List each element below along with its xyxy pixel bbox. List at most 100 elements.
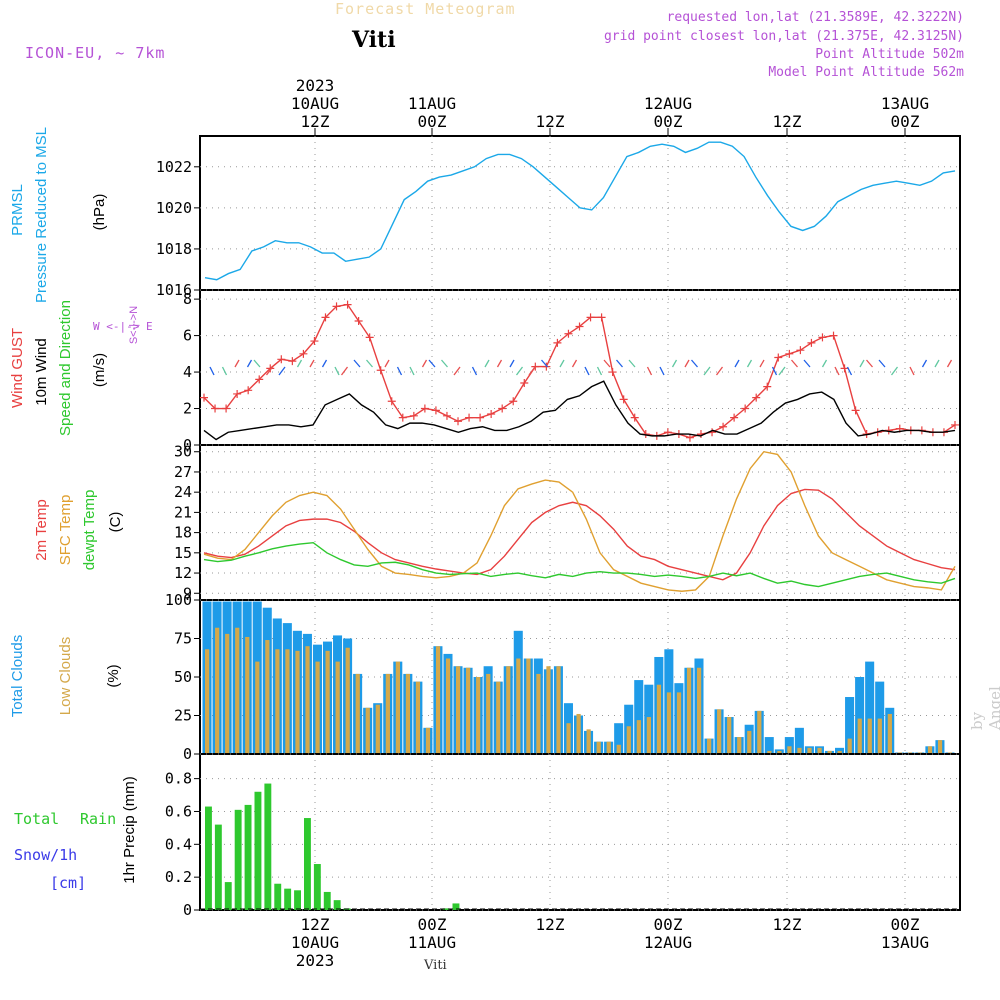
y-tick-label: 21 xyxy=(174,503,192,521)
gust-marker xyxy=(465,413,474,422)
top-day-label: 11AUG xyxy=(408,94,456,113)
gust-marker xyxy=(951,420,959,429)
y-tick-label: 1022 xyxy=(156,158,192,176)
rain-bar xyxy=(224,882,232,910)
wind-series xyxy=(203,380,956,441)
low-cloud-bar xyxy=(425,727,431,753)
wind-direction-arrow xyxy=(453,366,461,376)
y-tick-label: 1020 xyxy=(156,199,192,217)
gust-marker xyxy=(354,317,363,325)
gust-marker xyxy=(774,353,783,362)
low-cloud-bar xyxy=(496,681,501,753)
top-hour-label: 12Z xyxy=(301,112,330,131)
gust-marker xyxy=(222,404,231,413)
pressure-label-msl: Pressure Reduced to MSL xyxy=(33,127,50,303)
top-hour-label: 12Z xyxy=(773,112,802,131)
gust-marker xyxy=(398,413,407,422)
y-tick-label: 2 xyxy=(183,400,192,418)
wind-direction-arrow xyxy=(209,366,215,376)
wind-direction-arrow xyxy=(671,359,678,368)
low-cloud-bar xyxy=(375,704,380,753)
total-cloud-bar xyxy=(794,727,804,753)
low-cloud-bar xyxy=(546,666,551,753)
wind-direction-arrow xyxy=(384,359,390,368)
low-cloud-bar xyxy=(606,741,611,753)
y-tick-label: 1016 xyxy=(156,281,192,299)
rain-bar xyxy=(244,804,252,910)
compass-we-label: W <-|-> E xyxy=(93,320,153,333)
low-cloud-bar xyxy=(335,661,340,753)
total-cloud-bar xyxy=(845,697,855,753)
precip-snow-unit-label: [cm] xyxy=(50,874,86,892)
low-cloud-bar xyxy=(656,684,662,753)
y-tick-label: 6 xyxy=(183,327,192,345)
precip-total-label: Total xyxy=(14,810,59,828)
wind-direction-arrow xyxy=(515,366,524,376)
top-hour-label: 12Z xyxy=(536,112,565,131)
top-day-label: 10AUG xyxy=(291,94,339,113)
wind-direction-arrow xyxy=(409,366,415,376)
gust-marker xyxy=(851,406,860,415)
dewpt-label: dewpt Temp xyxy=(81,490,98,571)
tsfc-series xyxy=(203,450,956,592)
low-cloud-bar xyxy=(847,738,852,753)
gust-marker xyxy=(420,404,429,413)
wind-direction-arrow xyxy=(866,359,873,368)
rain-bar xyxy=(304,818,311,910)
low-cloud-bar xyxy=(385,673,390,753)
gust-marker xyxy=(531,362,540,371)
rain-bar xyxy=(284,888,292,910)
gust-marker xyxy=(454,417,463,426)
gust-marker xyxy=(476,413,485,422)
gust-marker xyxy=(829,331,838,340)
gust-marker xyxy=(818,333,827,342)
wind-gust-label: Wind GUST xyxy=(9,328,26,408)
precip-unit-label: 1hr Precip (mm) xyxy=(121,776,138,884)
low-cloud-bar xyxy=(225,633,230,753)
gust-marker xyxy=(487,410,496,418)
wind-direction-arrow xyxy=(628,359,636,368)
rain-bar xyxy=(274,883,282,910)
low-cloud-bar xyxy=(215,627,220,753)
top-year-label: 2023 xyxy=(296,76,335,95)
y-tick-label: 1018 xyxy=(156,240,192,258)
wind-10m-label: 10m Wind xyxy=(33,338,50,406)
wind-direction-arrow xyxy=(646,366,653,376)
low-cloud-bar xyxy=(486,673,491,753)
y-tick-label: 0 xyxy=(183,901,192,919)
y-tick-label: 8 xyxy=(183,290,192,308)
wind-direction-arrow xyxy=(428,359,436,368)
location-title: Viti xyxy=(352,27,396,53)
t2m-label: 2m Temp xyxy=(33,499,50,560)
wind-direction-arrow xyxy=(834,366,840,376)
gust-marker xyxy=(431,406,440,415)
bottom-hour-label: 12Z xyxy=(536,915,565,934)
low-cloud-bar xyxy=(405,673,411,753)
pressure-label-prmsl: PRMSL xyxy=(9,184,26,236)
wind-direction-arrow xyxy=(353,359,361,368)
pressure-unit-label: (hPa) xyxy=(91,194,108,231)
low-cloud-bar xyxy=(325,650,330,753)
wind-direction-arrow xyxy=(309,359,315,368)
wind-direction-arrow xyxy=(771,366,778,376)
low-cloud-bar xyxy=(887,713,892,753)
gust-marker xyxy=(586,313,595,322)
gust-marker xyxy=(498,404,507,413)
low-cloud-bar xyxy=(907,752,913,753)
low-cloud-bar xyxy=(767,750,772,753)
y-tick-label: 100 xyxy=(165,591,192,609)
wind-direction-arrow xyxy=(859,359,865,368)
wind-direction-arrow xyxy=(921,359,928,368)
wind-direction-arrow xyxy=(934,359,940,368)
low-cloud-bar xyxy=(616,744,621,753)
bottom-day-label: 11AUG xyxy=(408,933,456,952)
gust-marker xyxy=(299,349,308,358)
model-altitude: Model Point Altitude 562m xyxy=(768,65,964,80)
low-cloud-bar xyxy=(245,636,250,753)
wind-direction-arrow xyxy=(596,366,603,376)
gust-marker xyxy=(266,364,275,373)
wind-direction-arrow xyxy=(253,359,261,368)
gust-marker xyxy=(365,333,374,342)
low-cloud-bar xyxy=(676,692,682,753)
